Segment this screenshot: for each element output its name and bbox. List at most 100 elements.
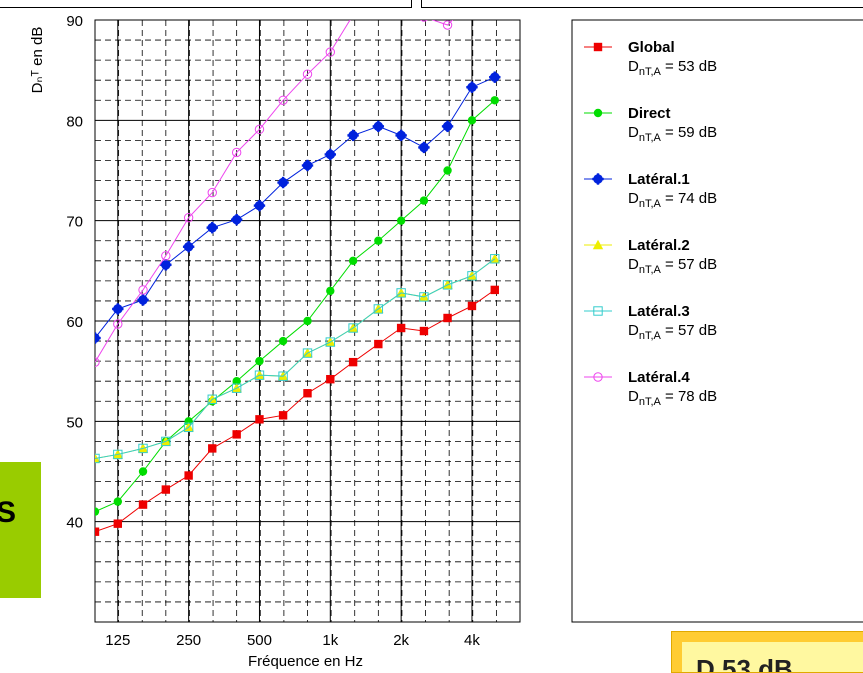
series-lat-ral-3-point [490, 254, 500, 264]
series-lat-ral-3-point [231, 383, 242, 393]
axes: 40 50 60 70 80 90 125 250 500 1k 2k 4k Fréquence en … [29, 13, 480, 670]
series-lat-ral-3-point [302, 348, 313, 358]
legend-global-marker [593, 42, 603, 52]
legend-lat-ral-4-marker [593, 372, 603, 382]
x-tick-label: 4k [464, 632, 480, 649]
series-lat-ral-4-point [207, 187, 217, 198]
series-global-point [138, 500, 148, 509]
legend-lat-ral-1-name: Latéral.1 [628, 171, 690, 188]
legend-direct-value: DnT,A = 59 dB [628, 124, 717, 144]
result-box: D 53 dB [671, 631, 863, 673]
series-lat-ral-4-point [349, 11, 357, 19]
series-direct-point [138, 467, 148, 476]
legend-direct-marker [593, 108, 603, 118]
series-lat-ral-4-line [95, 20, 454, 363]
x-tick-label: 1k [322, 632, 338, 649]
top-right-panel-edge [421, 0, 863, 8]
y-tick-label: 80 [66, 113, 83, 130]
series-global-point [348, 357, 358, 367]
series-lat-ral-3-point [95, 453, 100, 464]
y-tick-label: 90 [66, 13, 83, 30]
series-lat-ral-3-point [254, 370, 265, 380]
series-global-point [184, 471, 193, 480]
series-lat-ral-3-point [325, 337, 336, 347]
legend: Global DnT,A = 53 dB Direct DnT,A = 59 dB La… [571, 19, 863, 623]
series-lat-ral-3-point [207, 394, 217, 404]
series-global-point [232, 430, 241, 439]
x-tick-label: 500 [247, 632, 272, 649]
series-lat-ral-3-point [348, 323, 358, 333]
series-lat-ral-4-point [278, 95, 288, 105]
series-global-point [443, 313, 452, 323]
series-global-point [467, 301, 477, 311]
series-global-point [113, 519, 123, 528]
series-lat-ral-4-point [254, 124, 265, 135]
series-lat-ral-4-point [113, 319, 123, 329]
legend-box [571, 19, 863, 623]
y-tick-label: 40 [66, 515, 83, 532]
legend-lat-ral-2-marker [592, 239, 604, 250]
series-direct-point [326, 286, 335, 296]
series-global-point [396, 323, 406, 333]
y-tick-label: 60 [66, 314, 83, 331]
legend-lat-ral-3-value: DnT,A = 57 dB [628, 322, 717, 342]
series-lat-ral-4-point [161, 251, 171, 261]
series-direct-point [113, 497, 123, 506]
series-direct-point [95, 507, 100, 516]
series-global-point [419, 326, 429, 336]
series-direct-point [303, 316, 312, 326]
legend-lat-ral-3-marker [593, 306, 603, 316]
top-left-panel-edge [0, 0, 412, 8]
series-lat-ral-3-point [138, 443, 148, 454]
series-global-point [161, 485, 171, 494]
series-group [95, 0, 501, 536]
series-lat-ral-3-point [278, 371, 288, 381]
series-direct-point [490, 96, 499, 105]
series-lat-ral-4-point [231, 147, 242, 158]
plot-area [95, 0, 501, 536]
series-direct-point [467, 116, 477, 125]
x-tick-label: 250 [176, 632, 201, 649]
legend-lat-ral-3-name: Latéral.3 [628, 303, 690, 320]
legend-lat-ral-1-value: DnT,A = 74 dB [628, 190, 717, 210]
series-direct-point [396, 216, 406, 225]
series-global-point [303, 389, 312, 398]
series-lat-ral-3-point [373, 304, 384, 314]
series-lat-ral-3-point [442, 280, 453, 290]
series-lat-ral-4-point [183, 212, 194, 223]
series-lat-ral-3-point [113, 449, 123, 460]
series-lat-ral-4-point [95, 357, 100, 367]
y-axis-label: Dₙᵀ en dB [29, 27, 46, 94]
series-global-point [490, 285, 499, 295]
series-lat-ral-3-point [419, 292, 429, 302]
legend-global-name: Global [628, 39, 675, 56]
series-lat-ral-3-point [183, 422, 194, 433]
series-global-point [278, 411, 288, 420]
y-tick-label: 50 [66, 414, 83, 431]
series-global-point [95, 527, 100, 536]
series-lat-ral-4-point [138, 285, 148, 295]
legend-lat-ral-4-name: Latéral.4 [628, 369, 690, 386]
legend-lat-ral-2-value: DnT,A = 57 dB [628, 256, 717, 276]
series-lat-ral-3-point [396, 288, 406, 298]
series-direct-point [419, 196, 429, 205]
series-lat-ral-1-line [95, 76, 495, 339]
legend-lat-ral-2-name: Latéral.2 [628, 237, 690, 254]
series-direct-point [278, 336, 288, 346]
series-lat-ral-4-point [302, 69, 313, 79]
x-axis-label: Fréquence en Hz [248, 653, 363, 670]
left-green-tab: S [0, 462, 41, 598]
series-global-point [326, 374, 335, 384]
series-direct-point [348, 256, 358, 265]
x-tick-label: 125 [105, 632, 130, 649]
series-direct-point [232, 377, 241, 386]
legend-lat-ral-4-value: DnT,A = 78 dB [628, 388, 717, 408]
series-direct-point [255, 356, 264, 366]
result-box-text: D 53 dB [696, 654, 793, 673]
legend-global-value: DnT,A = 53 dB [628, 58, 717, 78]
x-tick-label: 2k [393, 632, 409, 649]
series-direct-point [374, 236, 383, 245]
series-direct-line [95, 99, 496, 513]
series-lat-ral-4-point [468, 0, 476, 4]
